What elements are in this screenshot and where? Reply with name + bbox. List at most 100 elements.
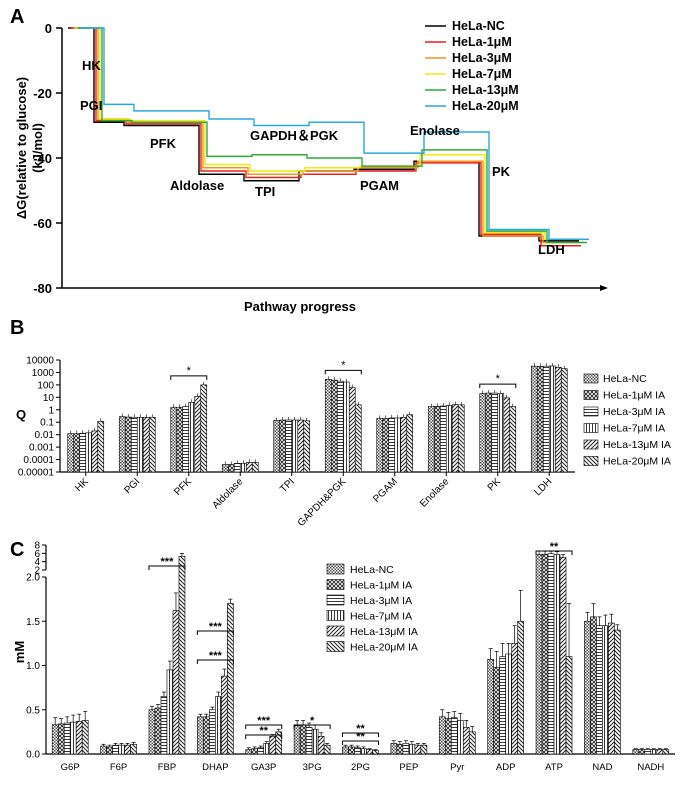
- panel-a-chart: 0 -20 -40 -60 -80 ΔG(relative to glucose) (kJ/…: [14, 19, 608, 314]
- bar-b: [491, 392, 499, 473]
- bar-c: [348, 746, 355, 755]
- ytick-label-b: 0.1: [40, 418, 54, 429]
- bar-b: [188, 401, 196, 473]
- legend-swatch-c: [326, 610, 345, 621]
- bar-b: [85, 432, 93, 473]
- xtick-label-b: Aldolase: [210, 476, 245, 511]
- bar-c: [148, 709, 156, 755]
- bar-b: [285, 419, 293, 473]
- ytick-label-b: 0.00001: [18, 468, 55, 479]
- bar-c: [402, 743, 410, 755]
- bar-c: [166, 669, 174, 755]
- bar-c: [614, 629, 621, 755]
- bar-c: [372, 750, 379, 755]
- bar-c: [650, 749, 658, 755]
- panel-label-c: C: [10, 539, 24, 561]
- bar-c: [197, 716, 204, 755]
- legend-label-a: HeLa-7μM: [452, 67, 512, 81]
- bar-c: [493, 666, 500, 755]
- bar-b: [342, 381, 350, 473]
- sig-label-c: **: [550, 541, 559, 553]
- sig-bracket-c: [245, 734, 283, 739]
- bar-c: [124, 744, 131, 755]
- step-label-a: HK: [82, 58, 101, 73]
- bar-b: [394, 417, 402, 473]
- legend-swatch-b: [583, 406, 599, 417]
- bar-b: [330, 379, 338, 473]
- ytick-label-b: 10: [43, 393, 55, 404]
- bar-b: [279, 419, 287, 473]
- bar-b: [221, 464, 229, 473]
- bar-b: [251, 462, 259, 473]
- bar-c: [269, 735, 277, 755]
- bar-c: [215, 696, 222, 755]
- legend-swatch-b: [583, 456, 599, 466]
- bar-b: [336, 380, 344, 473]
- sig-bracket-c: [148, 565, 186, 570]
- ytick-label-b: 0.001: [29, 443, 54, 454]
- xtick-label-b: PGI: [122, 476, 142, 496]
- bar-c: [69, 721, 77, 755]
- bar-c: [227, 603, 234, 755]
- step-label-a: Aldolase: [170, 178, 224, 193]
- step-label-a: PGI: [80, 98, 102, 113]
- bar-c: [130, 743, 137, 755]
- bar-b: [348, 387, 356, 473]
- bar-b: [142, 416, 150, 473]
- legend-label-c: HeLa-20μM IA: [350, 642, 418, 654]
- ytick-label-a: -80: [33, 281, 52, 296]
- bar-c: [209, 709, 216, 755]
- ytick-label-c: 0.5: [26, 705, 40, 716]
- bar-c: [414, 744, 422, 755]
- ylabel-a-group: ΔG(relative to glucose) (kJ/mol): [14, 77, 45, 219]
- xtick-label-b: PK: [486, 476, 503, 493]
- ylabel-a: ΔG(relative to glucose): [14, 77, 29, 219]
- bar-b: [433, 406, 441, 473]
- ylabel-c: mM: [12, 641, 27, 663]
- ytick-label-c: 1.0: [26, 661, 40, 672]
- sig-bracket-b: [324, 369, 362, 375]
- legend-swatch-c: [326, 563, 345, 575]
- step-label-a: GAPDH＆PGK: [250, 128, 339, 143]
- bar-b: [291, 419, 299, 473]
- xtick-label-b: LDH: [532, 476, 554, 498]
- bar-c: [590, 616, 597, 755]
- ytick-label-b: 10000: [26, 356, 54, 367]
- bar-c: [553, 554, 561, 755]
- ytick-label-a: -60: [33, 216, 52, 231]
- xtick-label-c: GA3P: [251, 762, 276, 773]
- bar-c: [408, 743, 416, 755]
- step-label-a: TPI: [255, 184, 275, 199]
- xtick-label-c: 2PG: [351, 762, 370, 773]
- bar-c: [257, 747, 265, 755]
- legend-label-b: HeLa-20μM IA: [603, 456, 671, 468]
- bar-c: [81, 720, 89, 755]
- bar-c: [100, 745, 107, 755]
- bar-c: [396, 743, 404, 755]
- xtick-label-c: NADH: [637, 762, 664, 773]
- sig-label-b: *: [496, 373, 501, 385]
- series-line-a: [77, 27, 587, 244]
- sig-bracket-c: [342, 740, 379, 745]
- xlabel-a: Pathway progress: [244, 299, 356, 314]
- step-label-a: PGAM: [360, 178, 399, 193]
- legend-label-a: HeLa-13μM: [452, 83, 519, 97]
- bar-c: [420, 744, 428, 755]
- legend-swatch-b: [583, 390, 599, 400]
- bar-b: [303, 420, 311, 473]
- bar-b: [245, 462, 253, 473]
- bar-c: [511, 643, 518, 755]
- bar-c: [221, 675, 228, 755]
- bar-b: [445, 405, 453, 473]
- bar-b: [233, 463, 241, 473]
- bar-b: [354, 404, 362, 473]
- bar-c: [499, 656, 506, 755]
- bar-c: [342, 746, 349, 755]
- series-line-a: [75, 27, 585, 240]
- sig-bracket-c: [245, 724, 283, 729]
- bar-c: [106, 746, 113, 755]
- series-line-a: [80, 27, 589, 240]
- bar-c: [517, 620, 524, 755]
- bar-b: [91, 430, 99, 473]
